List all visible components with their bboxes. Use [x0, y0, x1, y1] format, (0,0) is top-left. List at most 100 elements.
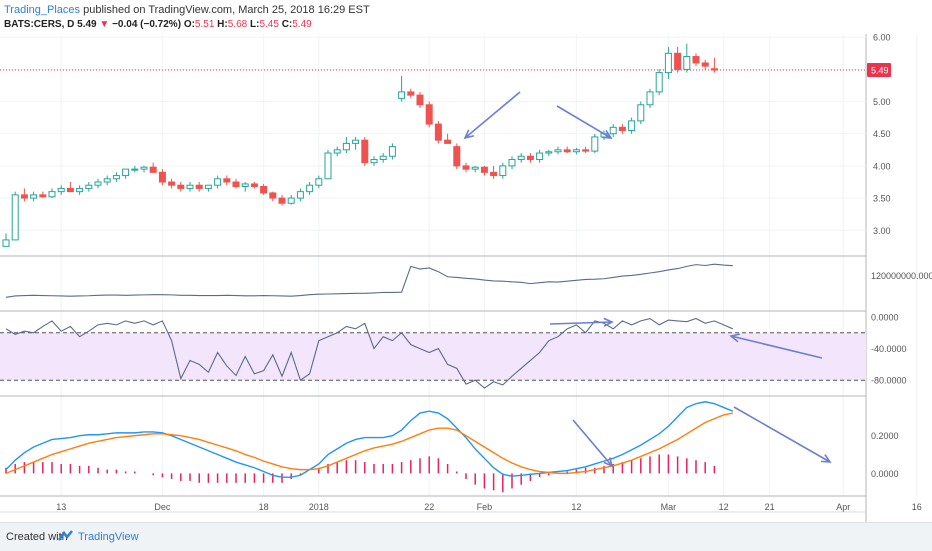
arrow-shaft	[730, 335, 823, 359]
candle-body	[278, 197, 286, 204]
candle-body	[526, 155, 534, 160]
candle-body	[149, 166, 157, 173]
time-tick-label: Dec	[154, 502, 171, 512]
candle-body	[628, 120, 636, 132]
candle-body	[140, 166, 148, 170]
candle-body	[195, 184, 203, 189]
time-tick-label: 12	[571, 502, 581, 512]
candle-body	[499, 165, 507, 177]
candle	[57, 185, 65, 195]
candle	[342, 136, 350, 154]
candle	[545, 149, 553, 157]
candle	[683, 43, 691, 73]
candle-body	[287, 197, 295, 204]
candle	[278, 194, 286, 206]
candle	[637, 101, 645, 125]
candle	[131, 165, 139, 173]
chart-area[interactable]: 3.003.504.004.505.005.506.005.4912000000…	[0, 0, 932, 522]
candle	[692, 53, 700, 67]
candle-body	[444, 139, 452, 144]
candle	[168, 178, 176, 189]
time-tick-label: 13	[56, 502, 66, 512]
macd-tick-label: 0.2000	[871, 431, 899, 441]
open-value: 5.51	[194, 19, 215, 30]
candle-body	[250, 183, 258, 188]
candle	[39, 191, 47, 199]
publish-line: Trading_Places published on TradingView.…	[4, 4, 370, 16]
candle	[76, 185, 84, 195]
annotation-arrow	[729, 333, 823, 359]
candle-body	[11, 194, 19, 241]
candle	[517, 153, 525, 163]
close-value: 5.49	[292, 19, 312, 30]
candle	[416, 91, 424, 108]
oscillator-tick-label: -40.0000	[871, 344, 907, 354]
candle-body	[618, 126, 626, 132]
arrow-head	[820, 454, 832, 463]
candle-body	[710, 68, 718, 71]
candle-body	[425, 104, 433, 125]
candle-body	[122, 168, 130, 177]
candle	[204, 184, 212, 192]
candle	[149, 162, 157, 173]
candle	[232, 178, 240, 189]
candle-body	[692, 56, 700, 64]
candle-body	[683, 56, 691, 70]
candle	[241, 182, 249, 192]
arrow-head	[603, 317, 614, 327]
candle-body	[664, 52, 672, 74]
candle-body	[241, 183, 249, 188]
arrow-head	[601, 130, 613, 139]
candle	[646, 88, 654, 108]
oscillator-band	[0, 332, 866, 381]
symbol-line: BATS:CERS, D 5.49 ▼ −0.04 (−0.72%) O:5.5…	[4, 19, 312, 30]
candle-body	[94, 181, 102, 186]
candle-body	[131, 168, 139, 171]
time-tick-label: 22	[424, 502, 434, 512]
candle	[628, 117, 636, 134]
candle-body	[333, 149, 341, 154]
volume-indicator-line	[5, 263, 733, 298]
candle-body	[655, 72, 663, 93]
candle	[444, 133, 452, 144]
price-tick-label: 5.00	[873, 97, 891, 107]
symbol-label[interactable]: BATS:CERS, D	[4, 19, 75, 30]
candle	[66, 182, 74, 193]
candle-body	[204, 184, 212, 189]
candle	[508, 156, 516, 170]
candle-body	[306, 184, 314, 193]
candle	[158, 169, 166, 186]
candle-body	[416, 94, 424, 106]
price-tick-label: 6.00	[873, 33, 891, 43]
candle	[324, 149, 332, 180]
candle	[388, 143, 396, 160]
candle-body	[361, 139, 369, 164]
author-link[interactable]: Trading_Places	[4, 4, 81, 16]
candle-body	[315, 178, 323, 186]
candle-body	[517, 155, 525, 160]
candle	[296, 188, 304, 202]
candle-body	[379, 155, 387, 160]
candle	[710, 57, 718, 73]
arrow-head	[729, 333, 740, 343]
candle	[582, 146, 590, 154]
price-tick-label: 3.00	[873, 226, 891, 236]
candle	[462, 162, 470, 173]
candle-body	[398, 91, 406, 99]
candle	[526, 153, 534, 163]
candle-body	[563, 149, 571, 153]
candle	[20, 188, 28, 202]
candle	[591, 133, 599, 154]
price-tick-label: 4.50	[873, 129, 891, 139]
candle-body	[269, 192, 277, 199]
time-tick-label: 21	[765, 502, 775, 512]
candle-body	[158, 171, 166, 183]
annotation-arrow	[556, 105, 613, 139]
candle	[103, 175, 111, 186]
candle	[250, 182, 258, 189]
tradingview-link[interactable]: TradingView	[78, 531, 139, 543]
candle	[361, 136, 369, 166]
candle-body	[342, 142, 350, 151]
candle	[140, 165, 148, 173]
annotation-arrow	[549, 317, 614, 327]
